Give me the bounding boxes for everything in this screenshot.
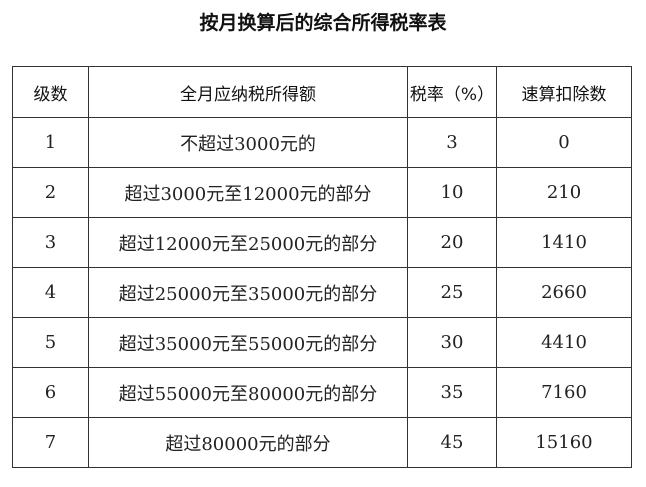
table-row: 3 超过12000元至25000元的部分 20 1410 [12, 217, 632, 268]
header-taxable-income: 全月应纳税所得额 [88, 66, 408, 118]
page-title: 按月换算后的综合所得税率表 [199, 12, 447, 34]
cell-level: 7 [12, 417, 89, 468]
cell-level: 1 [12, 117, 89, 168]
table-row: 4 超过25000元至35000元的部分 25 2660 [12, 267, 632, 318]
cell-level: 6 [12, 367, 89, 418]
table-header-row: 级数 全月应纳税所得额 税率（%） 速算扣除数 [12, 66, 632, 118]
cell-level: 2 [12, 167, 89, 218]
cell-level: 5 [12, 317, 89, 368]
cell-taxable-income: 超过80000元的部分 [88, 417, 408, 468]
cell-tax-rate: 10 [407, 167, 497, 218]
cell-quick-deduction: 0 [496, 117, 632, 168]
table-row: 7 超过80000元的部分 45 15160 [12, 417, 632, 468]
header-tax-rate: 税率（%） [407, 66, 497, 118]
table-row: 6 超过55000元至80000元的部分 35 7160 [12, 367, 632, 418]
cell-taxable-income: 超过12000元至25000元的部分 [88, 217, 408, 268]
header-level: 级数 [12, 66, 89, 118]
cell-level: 4 [12, 267, 89, 318]
cell-quick-deduction: 210 [496, 167, 632, 218]
table-row: 1 不超过3000元的 3 0 [12, 117, 632, 168]
cell-level: 3 [12, 217, 89, 268]
cell-tax-rate: 20 [407, 217, 497, 268]
header-quick-deduction: 速算扣除数 [496, 66, 632, 118]
cell-taxable-income: 不超过3000元的 [88, 117, 408, 168]
tax-rate-table: 级数 全月应纳税所得额 税率（%） 速算扣除数 1 不超过3000元的 3 0 2 超过3… [12, 66, 632, 468]
cell-taxable-income: 超过25000元至35000元的部分 [88, 267, 408, 318]
table-row: 2 超过3000元至12000元的部分 10 210 [12, 167, 632, 218]
cell-quick-deduction: 4410 [496, 317, 632, 368]
cell-tax-rate: 35 [407, 367, 497, 418]
cell-tax-rate: 3 [407, 117, 497, 168]
cell-tax-rate: 30 [407, 317, 497, 368]
cell-tax-rate: 45 [407, 417, 497, 468]
cell-quick-deduction: 1410 [496, 217, 632, 268]
cell-tax-rate: 25 [407, 267, 497, 318]
table-row: 5 超过35000元至55000元的部分 30 4410 [12, 317, 632, 368]
cell-quick-deduction: 15160 [496, 417, 632, 468]
cell-quick-deduction: 7160 [496, 367, 632, 418]
cell-taxable-income: 超过35000元至55000元的部分 [88, 317, 408, 368]
cell-taxable-income: 超过55000元至80000元的部分 [88, 367, 408, 418]
cell-quick-deduction: 2660 [496, 267, 632, 318]
cell-taxable-income: 超过3000元至12000元的部分 [88, 167, 408, 218]
